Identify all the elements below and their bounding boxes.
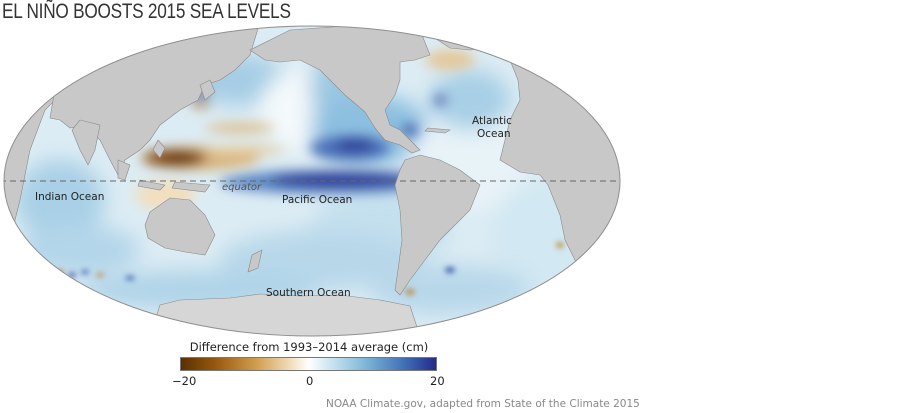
colorbar-max-label: 20 [430, 374, 445, 388]
colorbar-min-label: −20 [172, 374, 197, 388]
pacific-ocean-label: Pacific Ocean [282, 194, 352, 206]
indian-ocean-label: Indian Ocean [35, 191, 104, 203]
caribbean [424, 127, 451, 134]
globe-outline [3, 25, 621, 337]
philippines [152, 139, 166, 159]
north-america [249, 26, 431, 154]
new-guinea [171, 181, 211, 193]
southern-speckle [56, 242, 564, 295]
colorbar [180, 357, 437, 371]
antarctica [149, 293, 421, 336]
atlantic-ocean-label-1: Atlantic [472, 115, 512, 127]
source-credit: NOAA Climate.gov, adapted from State of … [326, 398, 640, 410]
colorbar-mid-label: 0 [306, 374, 314, 388]
legend-title: Difference from 1993–2014 average (cm) [189, 340, 429, 354]
globe-content [4, 26, 620, 336]
malaysia [117, 159, 131, 181]
india [71, 119, 101, 166]
positive-anomaly [192, 92, 445, 194]
south-america [394, 154, 481, 296]
australia [144, 197, 216, 256]
equator-label: equator [222, 182, 262, 193]
chart-title: EL NIÑO BOOSTS 2015 SEA LEVELS [2, 0, 291, 23]
atlantic-ocean-label-2: Ocean [477, 128, 511, 140]
indonesia-1 [137, 179, 166, 191]
southern-ocean-label: Southern Ocean [266, 287, 351, 299]
new-zealand [247, 249, 263, 273]
japan [199, 79, 216, 101]
